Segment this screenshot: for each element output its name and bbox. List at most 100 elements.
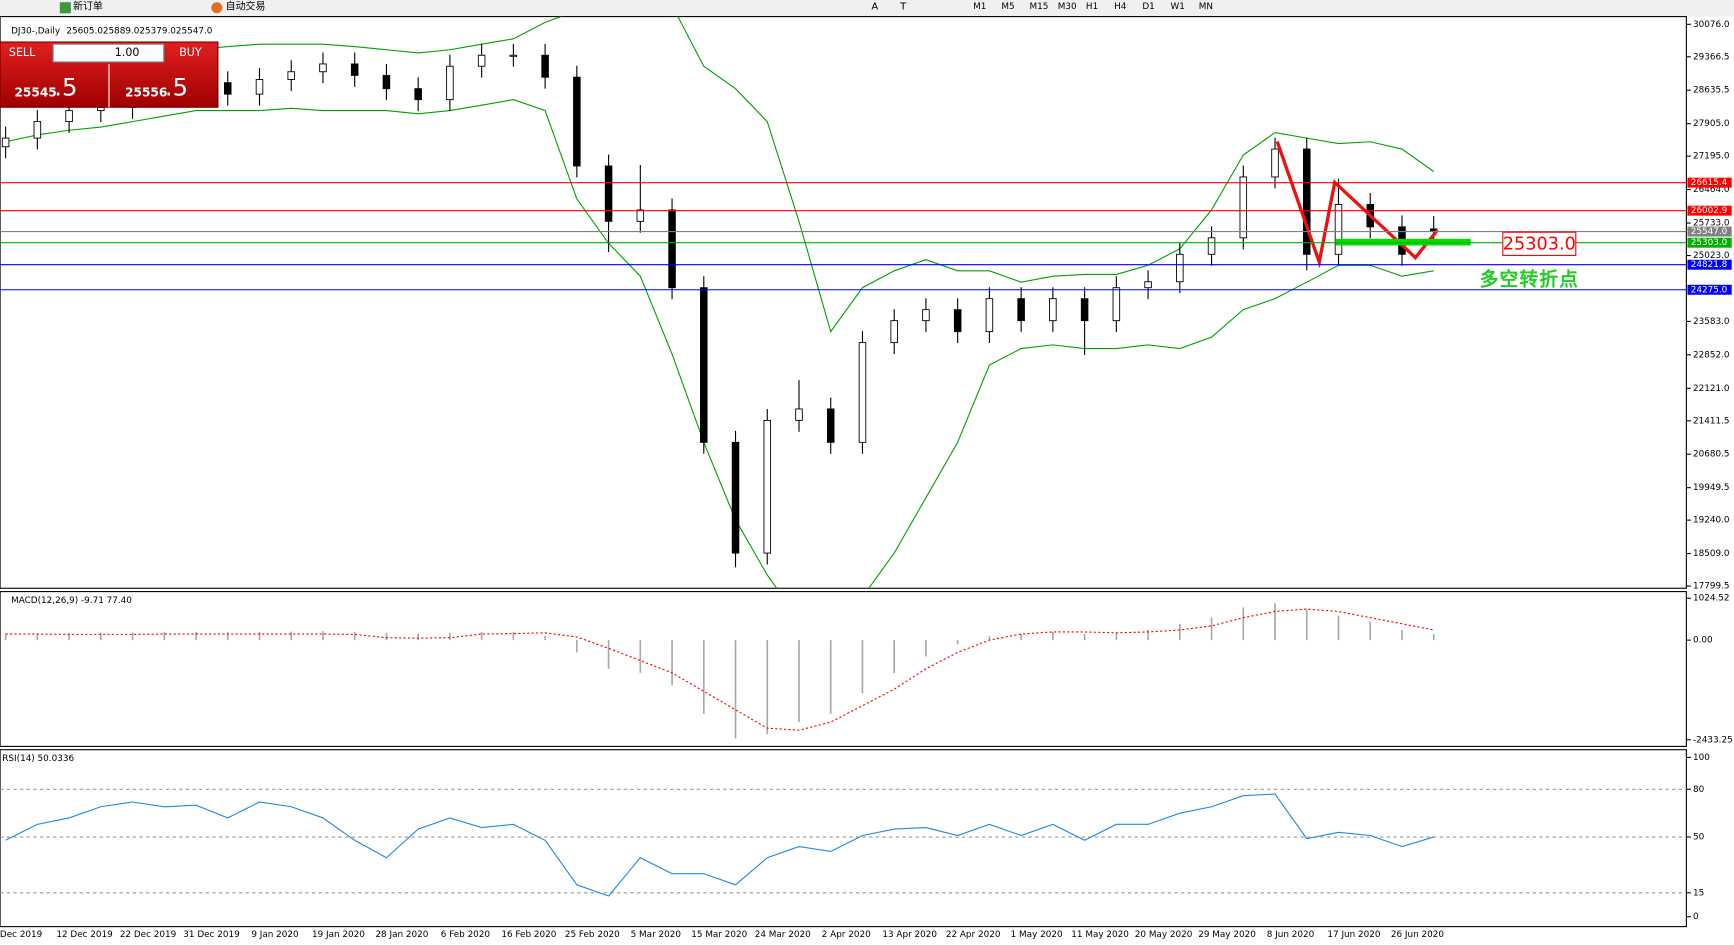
ohlc-value: 25889.0 [103, 26, 140, 36]
x-tick-label: 17 Jun 2020 [1327, 930, 1380, 940]
y-tick-label: 28635.5 [1693, 86, 1730, 96]
candle-body [287, 71, 295, 80]
new-order-button[interactable]: 新订单 [73, 0, 103, 13]
lot-box[interactable] [52, 43, 165, 63]
new-order-icon[interactable] [59, 2, 71, 14]
symbol-title: DJ30-,Daily [11, 26, 60, 36]
candle-body [1176, 253, 1184, 283]
level-label-box [1687, 284, 1732, 295]
timeframe-button[interactable]: W1 [1171, 2, 1185, 12]
level-label-box [1687, 259, 1732, 270]
candle-body [382, 74, 391, 90]
candle-body [636, 209, 645, 222]
toolbar [0, 0, 1734, 17]
x-tick-label: 29 May 2020 [1198, 930, 1256, 940]
candle-body [1080, 298, 1089, 322]
candle-body [1049, 298, 1057, 322]
x-tick-label: 16 Feb 2020 [501, 930, 556, 940]
text-tool[interactable]: A [871, 2, 878, 13]
autotrade-icon[interactable] [211, 2, 223, 14]
sell-pips[interactable]: .5 [54, 72, 77, 101]
candle-body [890, 320, 898, 344]
macd-signal [5, 608, 1434, 731]
candle-body [573, 76, 581, 167]
timeframe-button[interactable]: M15 [1030, 2, 1049, 12]
buy-button[interactable]: BUY [179, 46, 202, 59]
y-tick-label: 27195.0 [1693, 152, 1730, 162]
buy-pips[interactable]: .5 [165, 72, 188, 101]
y-tick-label: 21411.5 [1693, 416, 1730, 426]
candle-body [668, 209, 676, 289]
y-tick-label: 15 [1693, 888, 1704, 898]
level-label: 25303.0 [1691, 238, 1728, 248]
candle-body [414, 88, 422, 101]
y-tick-label: 17799.5 [1693, 582, 1730, 592]
sell-price[interactable]: 25545 [14, 85, 56, 99]
sell-button[interactable]: SELL [9, 46, 36, 59]
y-tick-label: 22121.0 [1693, 384, 1730, 394]
x-tick-label: 31 Dec 2019 [183, 930, 239, 940]
lot-size[interactable]: 1.00 [115, 46, 140, 59]
x-tick-label: 22 Apr 2020 [946, 930, 1001, 940]
candle-body [1303, 148, 1311, 255]
candle-body [795, 408, 803, 421]
y-tick-label: 26464.0 [1693, 185, 1730, 195]
candle-body [350, 63, 359, 76]
level-label-box [1687, 177, 1732, 188]
ohlc-value: 25547.0 [176, 26, 213, 36]
y-tick-label: 80 [1693, 785, 1705, 795]
x-tick-label: 11 May 2020 [1071, 930, 1129, 940]
bollinger-lower [5, 99, 1434, 589]
timeframe-button[interactable]: D1 [1142, 2, 1154, 12]
x-tick-label: 20 May 2020 [1135, 930, 1193, 940]
candle-body [65, 110, 73, 123]
y-tick-label: 25023.0 [1693, 251, 1730, 261]
candle-body [1017, 298, 1025, 322]
ohlc-value: 25605.0 [66, 26, 103, 36]
timeframe-button[interactable]: H4 [1114, 2, 1127, 12]
timeframe-button[interactable]: H1 [1086, 2, 1098, 12]
y-tick-label: 23583.0 [1693, 317, 1730, 327]
level-label: 26002.9 [1691, 206, 1728, 216]
candle-body [953, 309, 962, 333]
rsi-title: RSI(14) 50.0336 [2, 754, 74, 764]
timeframe-button[interactable]: M5 [1001, 2, 1014, 12]
candle-body [1271, 148, 1279, 178]
annotation: 25303.0 [1503, 234, 1576, 254]
y-tick-label: 25733.0 [1693, 219, 1730, 229]
candle-body [541, 54, 549, 78]
level-label: 26615.4 [1691, 178, 1728, 188]
candle-body [1334, 203, 1343, 255]
candle-body [33, 121, 42, 139]
macd-pane [0, 591, 1687, 747]
level-label: 25547.0 [1691, 227, 1728, 237]
buy-price[interactable]: 25556 [125, 85, 167, 99]
y-tick-label: 1024.52 [1693, 594, 1730, 604]
timeframe-button[interactable]: M1 [973, 2, 986, 12]
macd-title: MACD(12,26,9) -9.71 77.40 [11, 596, 132, 606]
level-label: 24275.0 [1691, 285, 1728, 295]
annotation: 多空转折点 [1480, 267, 1579, 290]
rsi-line [5, 793, 1434, 897]
x-tick-label: 2 Apr 2020 [822, 930, 871, 940]
candle-body [1239, 176, 1248, 239]
timeframe-button[interactable]: MN [1199, 2, 1213, 12]
candle-body [1, 137, 10, 148]
candle-body [255, 79, 264, 95]
autotrade-button[interactable]: 自动交易 [226, 0, 266, 13]
candle-body [985, 298, 994, 333]
candle-body [1207, 237, 1216, 255]
annotation-box [1502, 231, 1577, 256]
timeframe-button[interactable]: M30 [1058, 2, 1077, 12]
candle-body [477, 54, 486, 67]
level-label-box [1687, 205, 1732, 216]
y-tick-label: 20680.5 [1693, 450, 1730, 460]
candle-body [922, 309, 930, 322]
x-tick-label: 28 Jan 2020 [375, 930, 428, 940]
label-tool[interactable]: T [899, 2, 907, 13]
candle-body [826, 408, 835, 443]
rsi-pane [0, 749, 1687, 928]
candle-body [731, 441, 740, 554]
